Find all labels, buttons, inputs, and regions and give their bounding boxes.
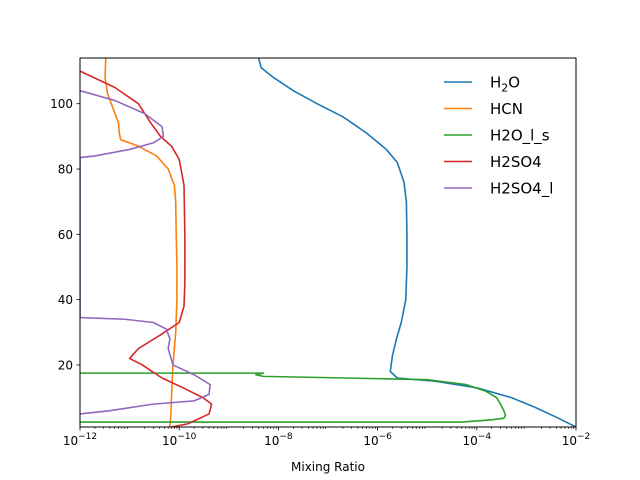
- legend-label: H2O: [490, 74, 520, 95]
- legend-label: H2SO4_l: [490, 180, 553, 199]
- x-axis-title: Mixing Ratio: [291, 460, 365, 474]
- legend: H2O HCN H2O_l_s H2SO4 H2SO4_l: [444, 74, 553, 199]
- y-tick-label: 40: [58, 293, 73, 307]
- x-axis-ticks: 10−12 10−10 10−8 10−6 10−4 10−2: [63, 427, 590, 448]
- x-tick-label: 10−12: [63, 432, 97, 448]
- y-axis-ticks: 20 40 60 80 100: [50, 97, 80, 372]
- x-tick-label: 10−10: [162, 432, 197, 448]
- series-line-h2o-l-s: [80, 372, 507, 423]
- series-line-h2so4-l: [80, 89, 211, 415]
- x-tick-label: 10−8: [264, 432, 293, 448]
- y-tick-label: 20: [58, 358, 73, 372]
- series-line-h2so4: [80, 70, 213, 427]
- legend-label: HCN: [490, 100, 523, 118]
- plot-background: [80, 58, 576, 427]
- y-tick-label: 60: [58, 228, 73, 242]
- series-layer: [80, 58, 576, 427]
- x-tick-label: 10−6: [363, 432, 392, 448]
- y-tick-label: 80: [58, 163, 73, 177]
- legend-label: H2O_l_s: [490, 127, 550, 146]
- x-tick-label: 10−2: [562, 432, 591, 448]
- plot-frame: [79, 57, 577, 428]
- y-tick-label: 100: [50, 97, 73, 111]
- legend-label: H2SO4: [490, 153, 542, 171]
- x-tick-label: 10−4: [463, 432, 492, 448]
